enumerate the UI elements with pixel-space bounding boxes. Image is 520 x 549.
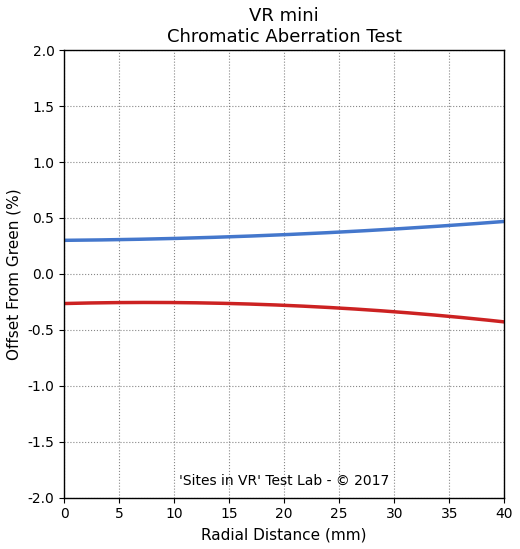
Text: 'Sites in VR' Test Lab - © 2017: 'Sites in VR' Test Lab - © 2017 xyxy=(179,474,389,488)
X-axis label: Radial Distance (mm): Radial Distance (mm) xyxy=(201,527,367,542)
Y-axis label: Offset From Green (%): Offset From Green (%) xyxy=(7,188,22,360)
Title: VR mini
Chromatic Aberration Test: VR mini Chromatic Aberration Test xyxy=(167,7,402,46)
